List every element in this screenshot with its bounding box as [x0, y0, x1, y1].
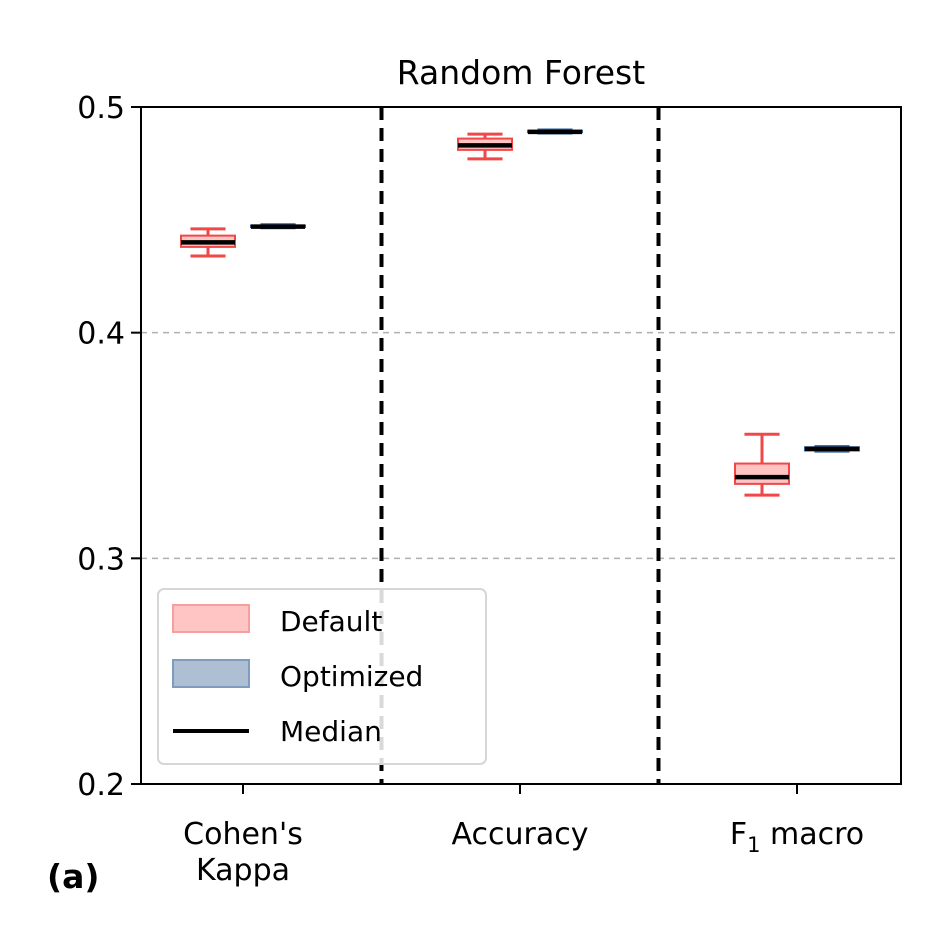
legend: Default Optimized Median — [157, 588, 487, 765]
y-tick-label: 0.3 — [77, 542, 125, 577]
y-tick-label: 0.4 — [77, 317, 125, 352]
x-tick-label-part: F — [730, 817, 747, 852]
x-tick-label: Accuracy — [452, 817, 589, 852]
legend-swatch-default — [172, 604, 250, 633]
x-tick-label: F1 macro — [730, 817, 864, 857]
chart-title: Random Forest — [397, 53, 645, 92]
y-tick-label: 0.5 — [77, 91, 125, 126]
x-tick-label-line: Kappa — [196, 853, 290, 888]
box-optimized — [527, 128, 583, 135]
box-iqr — [734, 462, 790, 485]
x-tick-label-part: macro — [760, 817, 864, 852]
x-tick-label-line: Accuracy — [452, 817, 589, 852]
category-separators — [379, 107, 661, 784]
legend-swatch-optimized — [172, 659, 250, 688]
panel-label: (a) — [47, 857, 99, 896]
x-tick-label-line: Cohen's — [183, 817, 303, 852]
box-default — [734, 432, 790, 497]
x-axis: Cohen's Kappa Accuracy F1 macro — [183, 784, 864, 888]
x-tick-label: Cohen's Kappa — [183, 817, 303, 888]
y-tick-label: 0.2 — [77, 768, 125, 803]
x-tick-label-subscript: 1 — [747, 833, 760, 857]
y-axis: 0.2 0.3 0.4 0.5 — [77, 91, 141, 803]
grid-lines — [141, 331, 901, 560]
legend-label-optimized: Optimized — [280, 660, 423, 693]
legend-label-median: Median — [280, 715, 382, 748]
box-default — [180, 227, 236, 258]
legend-label-default: Default — [280, 605, 382, 638]
box-default — [457, 132, 513, 161]
box-optimized — [250, 223, 306, 230]
box-plot-marks — [180, 128, 860, 497]
box-optimized — [804, 445, 860, 453]
